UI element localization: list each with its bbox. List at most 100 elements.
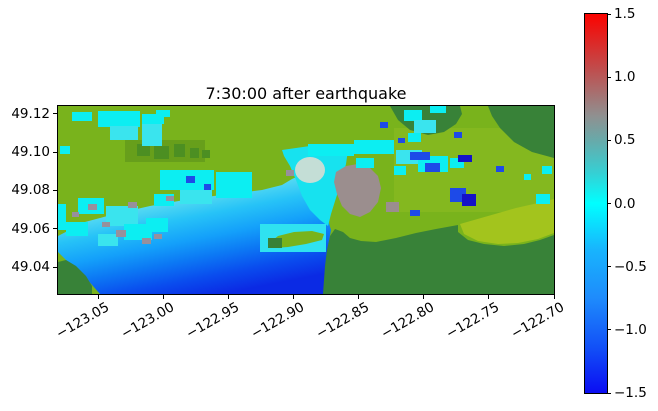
- colorbar-tick-mark: [607, 139, 611, 141]
- x-tick-label: −122.80: [378, 299, 438, 343]
- flood-patch: [60, 146, 70, 154]
- flood-patch: [430, 106, 446, 113]
- flood-patch: [72, 112, 92, 121]
- flood-patch: [356, 158, 374, 168]
- x-tick-mark: [358, 295, 360, 299]
- x-tick-mark: [228, 295, 230, 299]
- x-tick-mark: [293, 295, 295, 299]
- colorbar-tick-mark: [607, 13, 611, 15]
- drawdown-patch: [410, 152, 430, 160]
- drawdown-patch: [462, 194, 476, 206]
- debris-patch: [142, 238, 151, 244]
- flood-patch: [414, 120, 436, 133]
- x-tick-mark: [553, 295, 555, 299]
- flood-patch: [98, 111, 140, 127]
- debris-patch: [116, 230, 126, 237]
- drawdown-patch: [204, 184, 211, 190]
- flood-patch: [308, 144, 354, 156]
- debris-patch: [128, 202, 137, 208]
- colorbar-tick-mark: [607, 329, 611, 331]
- flood-patch: [524, 174, 531, 180]
- drawdown-patch: [496, 166, 504, 172]
- drawdown-patch: [398, 138, 405, 143]
- sediment-flat-east: [386, 202, 399, 212]
- map-canvas: [58, 106, 554, 294]
- y-tick-label: 49.08: [11, 182, 50, 199]
- debris-patch: [166, 196, 174, 201]
- colorbar-tick-label: −1.0: [614, 321, 647, 338]
- surrey-upland-east: [488, 106, 554, 158]
- flood-patch: [354, 140, 394, 154]
- drawdown-patch: [458, 155, 472, 162]
- x-tick-label: −122.85: [313, 299, 373, 343]
- flood-patch: [66, 222, 88, 236]
- colorbar-tick-label: 0.0: [614, 195, 636, 212]
- colorbar-tick-mark: [607, 392, 611, 394]
- y-tick-label: 49.06: [11, 220, 50, 237]
- debris-patch: [286, 170, 294, 176]
- colorbar-tick-mark: [607, 203, 611, 204]
- drawdown-patch: [186, 176, 195, 183]
- debris-patch: [102, 222, 110, 227]
- y-tick-label: 49.12: [11, 105, 50, 122]
- colorbar-tick-label: −1.5: [614, 385, 647, 401]
- colorbar-tick-label: 0.5: [614, 132, 636, 149]
- x-tick-mark: [423, 295, 425, 299]
- flood-patch: [542, 166, 552, 174]
- colorbar-gradient: [584, 13, 608, 394]
- colorbar-tick-label: 1.0: [614, 69, 636, 86]
- shallow-flat: [295, 157, 325, 183]
- y-tick-mark: [53, 266, 58, 268]
- flood-patch: [142, 124, 162, 146]
- x-tick-mark: [98, 295, 100, 299]
- flood-patch: [216, 172, 252, 198]
- flood-patch: [142, 114, 164, 124]
- drawdown-patch: [380, 122, 388, 128]
- flood-patch: [404, 110, 422, 121]
- x-tick-label: −122.90: [248, 299, 308, 343]
- x-tick-mark: [488, 295, 490, 299]
- y-tick-mark: [53, 151, 58, 153]
- field-patch: [154, 146, 169, 159]
- plot-title: 7:30:00 after earthquake: [205, 84, 407, 103]
- drawdown-patch: [454, 132, 462, 138]
- colorbar-tick-mark: [607, 266, 611, 268]
- x-tick-label: −122.75: [443, 299, 503, 343]
- debris-patch: [88, 204, 97, 210]
- x-tick-mark: [163, 295, 165, 299]
- boundary-bay-water: [58, 175, 331, 294]
- x-tick-label: −122.95: [183, 299, 243, 343]
- drawdown-patch: [410, 210, 420, 216]
- sediment-flat: [334, 164, 381, 217]
- flood-patch: [106, 206, 138, 226]
- drawdown-patch: [425, 163, 440, 172]
- flood-patch: [450, 158, 464, 168]
- flood-patch: [156, 110, 170, 117]
- flood-patch: [536, 194, 550, 204]
- field-patch: [190, 148, 199, 158]
- x-tick-label: −122.70: [508, 299, 568, 343]
- y-tick-label: 49.04: [11, 259, 50, 276]
- x-tick-label: −123.05: [53, 299, 113, 343]
- y-tick-mark: [53, 228, 58, 230]
- crescent-spit-tip: [268, 238, 282, 248]
- flood-patch: [394, 166, 406, 175]
- flood-patch: [110, 126, 138, 140]
- flood-patch: [408, 133, 421, 142]
- flood-patch: [146, 218, 168, 232]
- field-patch: [174, 144, 185, 157]
- field-patch: [202, 150, 210, 158]
- y-tick-mark: [53, 189, 58, 191]
- x-tick-label: −123.00: [118, 299, 178, 343]
- y-tick-mark: [53, 113, 58, 115]
- debris-patch: [72, 212, 79, 217]
- y-tick-label: 49.10: [11, 144, 50, 161]
- colorbar-tick-mark: [607, 76, 611, 78]
- debris-patch: [154, 234, 162, 239]
- field-patch: [137, 144, 150, 156]
- white-rock-upland: [323, 225, 554, 294]
- flood-patch: [124, 224, 152, 240]
- point-roberts-upland: [58, 260, 92, 294]
- flood-patch: [58, 204, 66, 230]
